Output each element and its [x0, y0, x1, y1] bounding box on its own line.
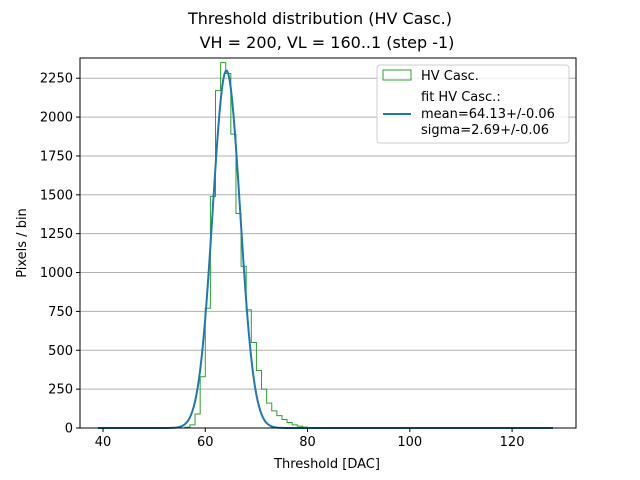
histogram-bin: [282, 419, 287, 428]
chart-subtitle: VH = 200, VL = 160..1 (step -1): [200, 33, 455, 52]
y-tick-label: 500: [48, 344, 73, 359]
y-axis-ticks: 0 250 500 750 1000 1250 1500 1750 2000 2250: [40, 72, 80, 437]
histogram-series: [184, 62, 314, 429]
legend-fit-mean: mean=64.13+/-0.06: [421, 107, 555, 122]
histogram-bin: [195, 414, 200, 428]
histogram-bin: [272, 411, 277, 428]
legend-histogram-label: HV Casc.: [421, 69, 479, 84]
x-tick-label: 100: [397, 435, 422, 450]
chart-title: Threshold distribution (HV Casc.): [187, 9, 452, 28]
histogram-bin: [226, 74, 231, 428]
legend-fit-label: fit HV Casc.:: [421, 90, 501, 105]
y-tick-label: 1500: [40, 188, 73, 203]
y-tick-label: 1250: [40, 227, 73, 242]
histogram-bin: [200, 377, 205, 428]
histogram-bin: [221, 63, 226, 428]
histogram-bin: [205, 308, 210, 428]
x-tick-label: 120: [500, 435, 525, 450]
x-tick-label: 80: [299, 435, 316, 450]
x-axis-label: Threshold [DAC]: [273, 457, 380, 472]
legend-histogram-swatch: [382, 69, 412, 81]
histogram-bin: [236, 213, 241, 428]
x-axis-ticks: 40 60 80 100 120: [95, 428, 525, 450]
histogram-outline: [184, 62, 314, 429]
legend-fit-sigma: sigma=2.69+/-0.06: [421, 123, 549, 138]
y-tick-label: 2000: [40, 111, 73, 126]
histogram-bin: [277, 416, 282, 428]
x-tick-label: 60: [197, 435, 214, 450]
x-tick-label: 40: [95, 435, 112, 450]
y-tick-label: 250: [48, 383, 73, 398]
legend: HV Casc. fit HV Casc.: mean=64.13+/-0.06…: [376, 64, 570, 144]
histogram-bin: [231, 134, 236, 428]
y-tick-label: 2250: [40, 72, 73, 87]
legend-box: [376, 64, 570, 144]
y-tick-label: 750: [48, 305, 73, 320]
y-tick-label: 0: [65, 422, 73, 437]
y-tick-label: 1750: [40, 149, 73, 164]
y-axis-label: Pixels / bin: [15, 208, 30, 278]
y-gridlines: [80, 77, 576, 390]
plot-area-frame: [79, 57, 577, 429]
y-tick-label: 1000: [40, 266, 73, 281]
